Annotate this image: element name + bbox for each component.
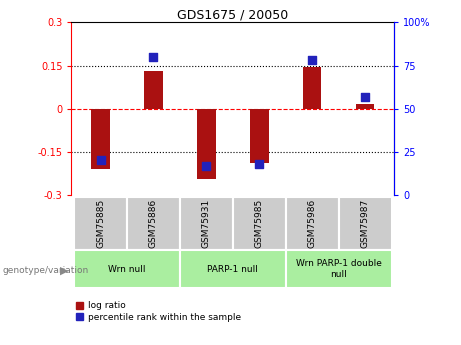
Text: GSM75987: GSM75987 (361, 198, 370, 247)
Point (150, 54, 157, 60)
Point (255, 161, 263, 167)
Bar (197, 109, 216, 179)
Bar (250, 109, 268, 163)
Bar (286, 250, 391, 288)
Bar (286, 197, 339, 250)
Point (308, 58, 316, 63)
Text: Wrn PARP-1 double
null: Wrn PARP-1 double null (296, 259, 382, 279)
Text: GSM75886: GSM75886 (149, 198, 158, 247)
Text: GSM75985: GSM75985 (255, 198, 264, 247)
Text: ▶: ▶ (60, 266, 68, 276)
Point (97, 158, 104, 163)
Text: genotype/variation: genotype/variation (2, 266, 89, 275)
Bar (180, 197, 233, 250)
Bar (180, 250, 286, 288)
Bar (127, 197, 180, 250)
Bar (74, 250, 180, 288)
Bar (233, 197, 286, 250)
Text: Wrn null: Wrn null (108, 265, 146, 274)
Bar (339, 197, 391, 250)
Point (361, 94, 369, 99)
Text: GSM75885: GSM75885 (96, 198, 105, 247)
Bar (303, 67, 321, 109)
Legend: log ratio, percentile rank within the sample: log ratio, percentile rank within the sa… (76, 301, 241, 322)
Bar (91, 109, 110, 169)
Point (203, 163, 210, 168)
Text: GSM75986: GSM75986 (307, 198, 317, 247)
Text: PARP-1 null: PARP-1 null (207, 265, 258, 274)
Text: GSM75931: GSM75931 (202, 198, 211, 247)
Bar (144, 71, 163, 109)
Title: GDS1675 / 20050: GDS1675 / 20050 (177, 8, 289, 21)
Bar (74, 197, 127, 250)
Bar (356, 104, 374, 109)
